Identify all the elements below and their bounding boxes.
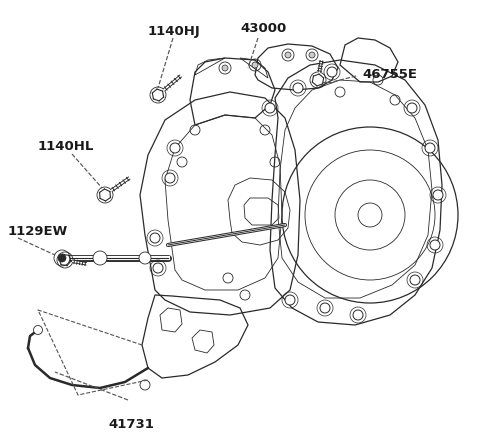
Circle shape	[407, 103, 417, 113]
Circle shape	[293, 83, 303, 93]
Circle shape	[425, 143, 435, 153]
Circle shape	[170, 143, 180, 153]
Text: 1140HJ: 1140HJ	[148, 25, 201, 38]
Circle shape	[165, 173, 175, 183]
Circle shape	[410, 275, 420, 285]
Circle shape	[309, 52, 315, 58]
Text: 41731: 41731	[108, 418, 154, 431]
Text: 43000: 43000	[240, 22, 286, 35]
Circle shape	[353, 310, 363, 320]
Circle shape	[54, 250, 70, 266]
Circle shape	[140, 380, 150, 390]
Circle shape	[153, 263, 163, 273]
Text: 1129EW: 1129EW	[8, 225, 68, 238]
Circle shape	[222, 65, 228, 71]
Circle shape	[139, 252, 151, 264]
Circle shape	[34, 325, 43, 335]
Circle shape	[58, 254, 66, 262]
Circle shape	[285, 52, 291, 58]
Text: 1140HL: 1140HL	[38, 140, 95, 153]
Circle shape	[265, 103, 275, 113]
Circle shape	[320, 303, 330, 313]
Text: 46755E: 46755E	[362, 68, 417, 81]
Circle shape	[252, 62, 258, 68]
Circle shape	[150, 233, 160, 243]
Circle shape	[285, 295, 295, 305]
Circle shape	[430, 240, 440, 250]
Circle shape	[327, 67, 337, 77]
Circle shape	[93, 251, 107, 265]
Circle shape	[433, 190, 443, 200]
